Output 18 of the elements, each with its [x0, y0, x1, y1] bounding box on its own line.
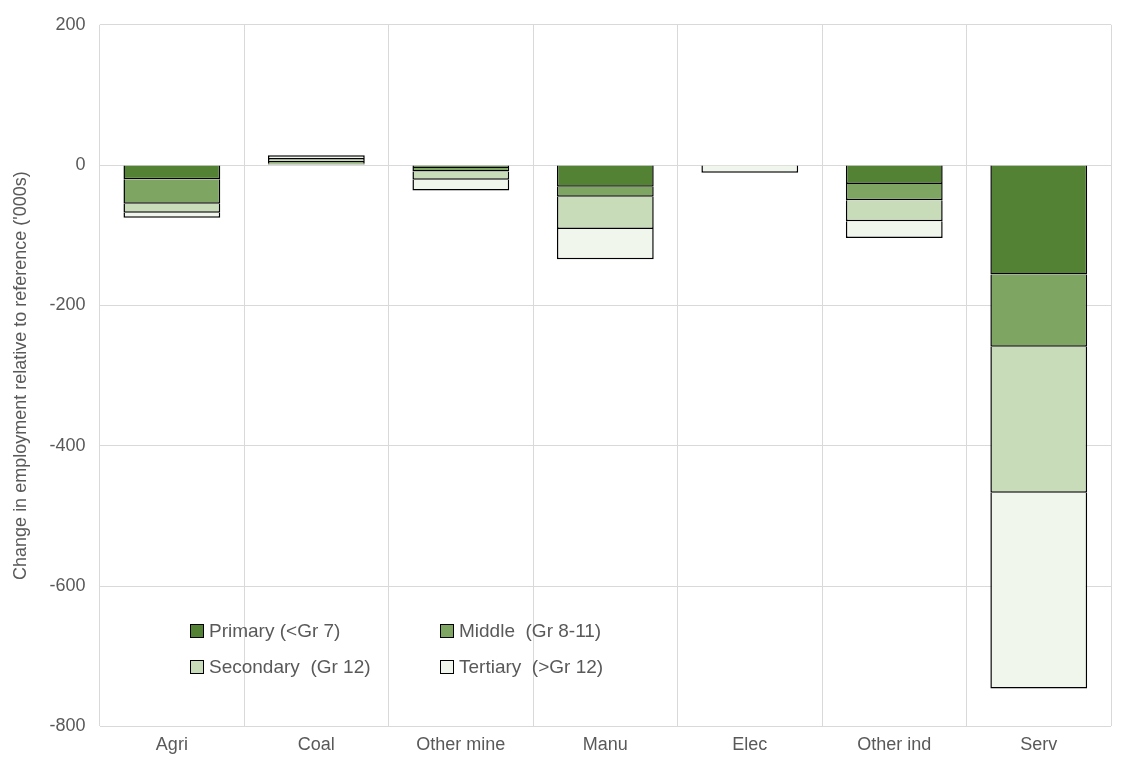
legend-label: Tertiary (>Gr 12)	[459, 656, 604, 678]
x-tick-label: Serv	[1020, 734, 1058, 755]
legend-label: Primary (<Gr 7)	[209, 620, 341, 642]
x-tick-label: Agri	[155, 734, 188, 755]
y-tick-label: 200	[55, 13, 86, 34]
x-tick-label: Coal	[297, 734, 335, 755]
y-tick-label: -800	[49, 715, 86, 736]
y-tick-label: 0	[75, 154, 86, 175]
x-tick-label: Other mine	[416, 734, 506, 755]
x-tick-label: Elec	[732, 734, 768, 755]
y-tick-label: -600	[49, 575, 86, 596]
y-tick-label: -400	[49, 434, 86, 455]
y-axis-title: Change in employment relative to reference ('000s)	[9, 171, 30, 580]
x-tick-label: Manu	[582, 734, 628, 755]
y-tick-label: -200	[49, 294, 86, 315]
x-tick-label: Other ind	[857, 734, 932, 755]
legend-label: Secondary (Gr 12)	[209, 656, 371, 678]
legend-label: Middle (Gr 8-11)	[459, 620, 602, 642]
